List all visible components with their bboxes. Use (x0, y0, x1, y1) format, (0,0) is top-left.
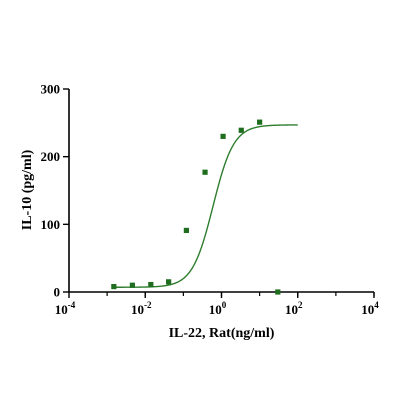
data-point (129, 282, 135, 288)
data-point (220, 133, 226, 139)
data-point (238, 127, 244, 133)
y-tick-label: 100 (41, 217, 61, 232)
data-point (275, 289, 281, 295)
data-point (111, 283, 117, 290)
plot-area: 0 100 200 300 10-4 10-2 100 102 104 (41, 82, 380, 318)
y-tick-label: 300 (41, 82, 61, 97)
data-point (183, 227, 189, 234)
x-tick-label: 102 (285, 300, 303, 317)
y-ticks: 0 100 200 300 (41, 82, 69, 300)
x-tick-label: 10-2 (131, 300, 152, 317)
x-ticks: 10-4 10-2 100 102 104 (55, 292, 379, 317)
x-tick-label: 10-4 (55, 300, 76, 317)
data-point (257, 119, 263, 125)
fit-curve (113, 124, 298, 288)
y-tick-label: 200 (41, 149, 61, 164)
x-axis-label: IL-22, Rat(ng/ml) (169, 326, 275, 341)
x-tick-label: 104 (361, 300, 379, 317)
data-point (148, 281, 154, 288)
x-tick-label: 100 (209, 300, 227, 317)
data-point (202, 169, 208, 175)
y-tick-label: 0 (54, 285, 61, 300)
data-point (166, 279, 172, 285)
data-points (111, 119, 281, 295)
y-axis-label: IL-10 (pg/ml) (20, 149, 35, 230)
